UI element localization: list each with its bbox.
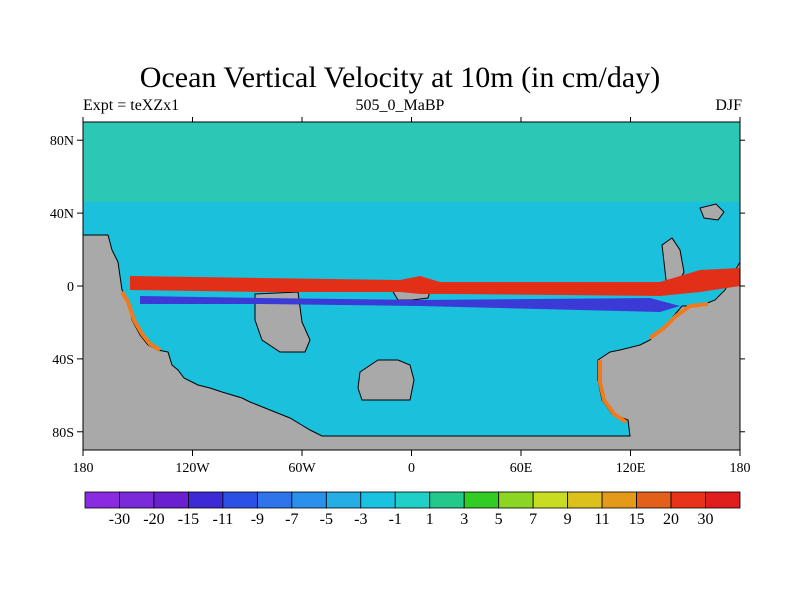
colorbar-label-10: 3 <box>460 511 468 528</box>
colorbar-box-0 <box>84 491 120 509</box>
colorbar-label-9: 1 <box>426 511 434 528</box>
y-tick-label-4: 80S <box>52 426 74 441</box>
colorbar-box-14 <box>567 491 603 509</box>
colorbar-label-6: -5 <box>320 511 333 528</box>
season-label: DJF <box>715 97 742 114</box>
colorbar-label-2: -15 <box>178 511 199 528</box>
equatorial-upwelling-band <box>130 268 740 296</box>
colorbar-label-8: -1 <box>389 511 402 528</box>
colorbar-box-11 <box>463 491 500 509</box>
x-tick-label-1: 120W <box>175 461 210 476</box>
colorbar-box-7 <box>325 491 362 509</box>
colorbar-box-5 <box>256 491 293 509</box>
colorbar-label-14: 11 <box>594 511 609 528</box>
colorbar-box-8 <box>360 491 396 509</box>
colorbar-box-9 <box>394 491 431 509</box>
colorbar-label-0: -30 <box>109 511 130 528</box>
colorbar-box-2 <box>153 491 189 509</box>
coastal-upwelling-east-equator <box>648 302 709 340</box>
run-label: 505_0_MaBP <box>355 97 445 114</box>
colorbar-label-15: 15 <box>629 511 645 528</box>
y-axis: 80N 40N 0 40S 80S <box>50 134 745 441</box>
equatorial-downwelling-band <box>140 296 680 312</box>
y-tick-label-2: 0 <box>67 280 74 295</box>
colorbar-label-7: -3 <box>354 511 367 528</box>
island-south-atlantic <box>357 359 415 401</box>
colorbar: -30 -20 -15 -11 -9 -7 -5 -3 -1 1 3 5 7 9 11 15 20 30 <box>84 491 741 528</box>
map-field <box>83 122 740 450</box>
x-tick-label-6: 180 <box>730 461 751 476</box>
colorbar-box-4 <box>222 491 258 509</box>
x-tick-label-3: 0 <box>408 461 415 476</box>
colorbar-label-12: 7 <box>529 511 537 528</box>
island-north-pacific <box>699 203 725 221</box>
x-axis: 180 120W 60W 0 60E 120E 180 <box>73 117 751 476</box>
colorbar-box-3 <box>188 491 224 509</box>
colorbar-box-17 <box>670 491 706 509</box>
colorbar-box-1 <box>119 491 155 509</box>
colorbar-label-17: 30 <box>698 511 714 528</box>
y-tick-label-3: 40S <box>52 353 74 368</box>
colorbar-box-10 <box>429 491 465 509</box>
coastal-upwelling-east <box>598 360 628 424</box>
y-tick-label-0: 80N <box>50 134 74 149</box>
y-tick-label-1: 40N <box>50 207 74 222</box>
colorbar-label-11: 5 <box>495 511 503 528</box>
colorbar-box-13 <box>532 491 569 509</box>
colorbar-box-12 <box>498 491 534 509</box>
colorbar-box-6 <box>291 491 327 509</box>
x-tick-label-4: 60E <box>510 461 533 476</box>
experiment-label: Expt = teXZx1 <box>83 97 180 114</box>
colorbar-box-18 <box>705 491 741 509</box>
northern-ocean-band <box>83 122 740 202</box>
colorbar-box-15 <box>601 491 637 509</box>
colorbar-label-13: 9 <box>564 511 572 528</box>
land-mass <box>83 234 740 450</box>
chart-title: Ocean Vertical Velocity at 10m (in cm/da… <box>139 61 661 94</box>
colorbar-label-5: -7 <box>285 511 298 528</box>
colorbar-label-4: -9 <box>251 511 264 528</box>
colorbar-label-1: -20 <box>143 511 164 528</box>
coastal-upwelling-west <box>120 290 162 352</box>
colorbar-box-16 <box>636 491 672 509</box>
colorbar-label-3: -11 <box>213 511 234 528</box>
x-tick-label-5: 120E <box>616 461 646 476</box>
colorbar-label-16: 20 <box>663 511 679 528</box>
x-tick-label-0: 180 <box>73 461 94 476</box>
x-tick-label-2: 60W <box>288 461 316 476</box>
